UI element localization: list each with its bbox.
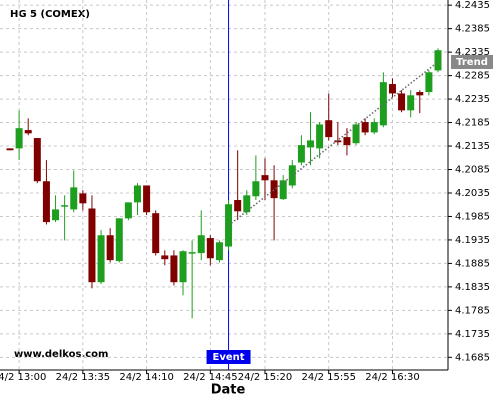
candle-body <box>425 72 433 93</box>
candle-body <box>416 92 424 96</box>
x-tick-label: 24/2 15:55 <box>301 372 355 383</box>
candle-body <box>407 95 415 111</box>
candle-body <box>388 84 396 94</box>
y-tick-label: 4.1835 <box>455 282 490 293</box>
watermark: www.delkos.com <box>14 349 108 360</box>
candle-body <box>352 124 360 144</box>
candle-body <box>179 251 187 283</box>
candle-body <box>97 235 105 283</box>
event-label: Event <box>213 352 245 363</box>
candle-body <box>106 235 114 261</box>
y-tick-label: 4.2035 <box>455 188 490 199</box>
x-tick-label: 24/2 14:10 <box>119 372 173 383</box>
candle-body <box>261 175 269 181</box>
trend-label-box <box>451 54 493 69</box>
trend-line <box>228 61 439 226</box>
y-tick-label: 4.2285 <box>455 71 490 82</box>
candle-body <box>434 50 442 71</box>
trend-label: Trend <box>456 57 488 68</box>
chart-title: HG 5 (COMEX) <box>10 9 90 20</box>
candle-body <box>334 140 342 143</box>
candle-body <box>161 255 169 260</box>
candle-body <box>361 122 369 133</box>
y-tick-label: 4.2185 <box>455 118 490 129</box>
x-tick-label: 24/2 14:45 <box>183 372 237 383</box>
candle-body <box>61 205 69 207</box>
candle-body <box>88 208 96 283</box>
candle-body <box>343 137 351 146</box>
candle-body <box>42 181 50 223</box>
candle-body <box>252 181 260 197</box>
candle-body <box>6 148 14 151</box>
x-axis-label: Date <box>211 383 246 398</box>
candle-body <box>270 180 278 199</box>
candle-body <box>143 185 151 213</box>
candle-body <box>206 238 214 259</box>
y-tick-label: 4.1735 <box>455 329 490 340</box>
candle-body <box>170 255 178 283</box>
x-tick-label: 24/2 13:35 <box>56 372 110 383</box>
candle-body <box>133 185 141 203</box>
y-tick-label: 4.1985 <box>455 211 490 222</box>
candle-body <box>370 122 378 133</box>
candle-body <box>188 252 196 254</box>
candle-body <box>316 124 324 149</box>
x-tick-label: 24/2 16:30 <box>365 372 419 383</box>
x-tick-label: 24/2 15:20 <box>238 372 292 383</box>
candle-body <box>398 93 406 111</box>
y-tick-label: 4.2385 <box>455 24 490 35</box>
x-tick-label: 24/2 13:00 <box>0 372 46 383</box>
candle-body <box>325 120 333 138</box>
y-tick-label: 4.1935 <box>455 235 490 246</box>
y-tick-label: 4.2335 <box>455 47 490 58</box>
y-tick-label: 4.1685 <box>455 352 490 363</box>
candle-body <box>307 140 315 148</box>
candle-body <box>52 209 60 221</box>
candle-body <box>115 218 123 262</box>
y-tick-label: 4.2085 <box>455 165 490 176</box>
candle-body <box>197 235 205 254</box>
candle-body <box>79 193 87 204</box>
candle-body <box>15 128 23 149</box>
y-tick-label: 4.1785 <box>455 305 490 316</box>
candle-body <box>234 200 242 212</box>
y-tick-label: 4.2135 <box>455 141 490 152</box>
candle-body <box>33 138 41 182</box>
candle-body <box>24 130 32 134</box>
y-tick-label: 4.2235 <box>455 94 490 105</box>
y-tick-label: 4.2435 <box>455 0 490 11</box>
candle-body <box>215 242 223 261</box>
candle-body <box>70 187 78 210</box>
candle-body <box>152 213 160 254</box>
candle-body <box>297 145 305 163</box>
y-tick-label: 4.1885 <box>455 258 490 269</box>
candle-body <box>279 180 287 200</box>
candle-body <box>124 202 132 219</box>
candle-body <box>243 195 251 213</box>
event-label-box <box>206 350 251 364</box>
